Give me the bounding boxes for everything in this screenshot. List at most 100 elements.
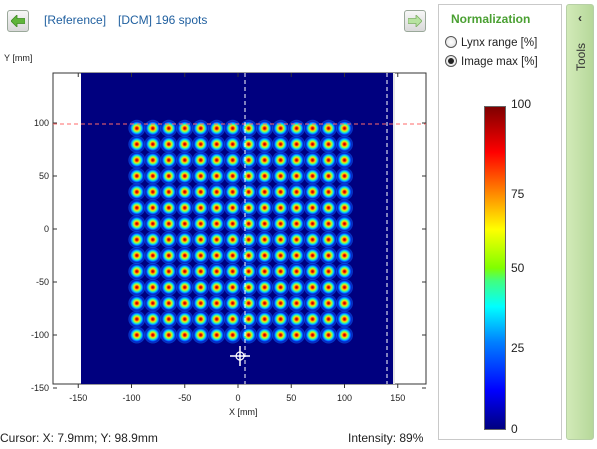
spot	[209, 327, 225, 343]
spot	[193, 216, 209, 232]
radio-lynx-range-label: Lynx range [%]	[461, 37, 538, 49]
y-tick-label: 0	[44, 224, 49, 234]
forward-button[interactable]	[404, 10, 426, 32]
spot	[289, 200, 305, 216]
spot	[145, 263, 161, 279]
spot	[273, 263, 289, 279]
spot	[273, 168, 289, 184]
spot	[321, 263, 337, 279]
colorbar	[484, 106, 506, 430]
spot	[177, 120, 193, 136]
spot	[225, 200, 241, 216]
back-button[interactable]	[7, 10, 29, 32]
spot	[193, 120, 209, 136]
spot	[257, 295, 273, 311]
spot	[145, 184, 161, 200]
radio-image-max-indicator[interactable]	[445, 55, 457, 67]
x-axis-title: X [mm]	[229, 407, 258, 417]
spot	[161, 232, 177, 248]
reference-title: [Reference]	[44, 13, 107, 27]
spot	[337, 168, 352, 184]
spot	[305, 216, 321, 232]
spot	[161, 152, 177, 168]
spot	[321, 295, 337, 311]
spot	[177, 168, 193, 184]
spot	[305, 279, 321, 295]
spot	[273, 311, 289, 327]
x-tick-label: 100	[337, 393, 352, 403]
spot	[129, 184, 145, 200]
y-axis-title: Y [mm]	[4, 53, 32, 63]
spot	[193, 295, 209, 311]
crosshair-cursor-icon	[230, 346, 250, 366]
spot	[129, 327, 145, 343]
spot	[273, 295, 289, 311]
spot	[257, 184, 273, 200]
spot-map-plot[interactable]: Y [mm] X [mm] -150 -100 -50 0 50 100 150 100 50 0…	[0, 44, 436, 420]
spot	[241, 248, 257, 263]
chevron-left-icon[interactable]: ‹	[578, 11, 582, 25]
spot	[241, 327, 257, 343]
tools-label: Tools	[574, 42, 588, 71]
spot	[161, 168, 177, 184]
spot	[209, 120, 225, 136]
spot	[129, 152, 145, 168]
colorbar-label-25: 25	[511, 341, 525, 355]
y-tick-label: 100	[34, 118, 49, 128]
spot	[273, 327, 289, 343]
spot	[321, 232, 337, 248]
radio-lynx-range[interactable]: Lynx range [%]	[445, 36, 537, 49]
spot	[177, 152, 193, 168]
spot	[321, 184, 337, 200]
spot	[289, 279, 305, 295]
spot	[145, 200, 161, 216]
colorbar-label-50: 50	[511, 261, 525, 275]
spot	[241, 200, 257, 216]
spot	[145, 248, 161, 263]
axis-ticks: -150 -100 -50 0 50 100 150 100 50 0 -50 -100 -150	[31, 73, 426, 403]
x-tick-label: -50	[178, 393, 191, 403]
spot	[225, 279, 241, 295]
spot	[337, 327, 352, 343]
spot	[289, 216, 305, 232]
spot	[321, 200, 337, 216]
x-tick-label: 150	[390, 393, 405, 403]
spot	[289, 136, 305, 152]
spot	[161, 311, 177, 327]
spot	[273, 120, 289, 136]
spot	[289, 120, 305, 136]
spot-grid	[128, 119, 353, 344]
spot	[273, 279, 289, 295]
spot	[321, 327, 337, 343]
spot	[145, 327, 161, 343]
y-tick-label: -100	[31, 330, 49, 340]
spot	[161, 136, 177, 152]
spot	[337, 232, 352, 248]
spot	[321, 311, 337, 327]
spot	[273, 200, 289, 216]
spot	[161, 184, 177, 200]
tools-tab[interactable]: ‹ Tools	[566, 4, 594, 440]
spot	[321, 216, 337, 232]
spot	[161, 327, 177, 343]
spot	[129, 279, 145, 295]
spot	[321, 120, 337, 136]
spot	[321, 168, 337, 184]
spot	[177, 263, 193, 279]
spot	[129, 232, 145, 248]
radio-image-max[interactable]: Image max [%]	[445, 55, 538, 68]
spot	[193, 311, 209, 327]
spot	[193, 279, 209, 295]
spot	[273, 184, 289, 200]
spot	[161, 263, 177, 279]
spot	[129, 295, 145, 311]
spot	[225, 327, 241, 343]
spot	[257, 232, 273, 248]
spot	[161, 120, 177, 136]
radio-lynx-range-indicator[interactable]	[445, 36, 457, 48]
spot	[209, 200, 225, 216]
spot	[177, 311, 193, 327]
spot	[193, 248, 209, 263]
spot	[241, 311, 257, 327]
spot	[225, 168, 241, 184]
